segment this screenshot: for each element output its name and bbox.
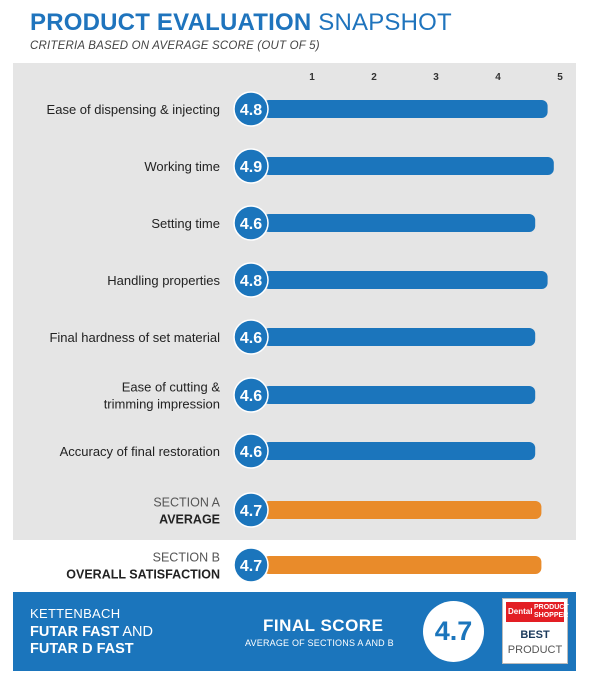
category-label: Final hardness of set material [49, 330, 220, 345]
category-label: Accuracy of final restoration [60, 444, 220, 459]
x-tick-label: 1 [309, 72, 315, 83]
score-circle [233, 262, 269, 298]
page-subtitle: CRITERIA BASED ON AVERAGE SCORE (OUT OF … [30, 40, 320, 52]
category-label: SECTION A [153, 496, 220, 510]
bar [263, 214, 536, 232]
footer-bar: KETTENBACH FUTAR FAST AND FUTAR D FAST F… [13, 592, 576, 671]
page-title: PRODUCT EVALUATION SNAPSHOT [30, 8, 452, 38]
chart-row: 4.6 Final hardness of set material [49, 319, 536, 355]
score-circle [233, 433, 269, 469]
score-label: 4.6 [240, 330, 262, 347]
chart-row: 4.6 Ease of cutting & trimming impression [104, 377, 536, 413]
header: PRODUCT EVALUATION SNAPSHOT CRITERIA BAS… [30, 8, 452, 52]
x-tick-label: 4 [495, 72, 501, 83]
bar [263, 100, 548, 118]
bar [263, 556, 542, 574]
title-bold: PRODUCT EVALUATION [30, 9, 312, 36]
category-label: Setting time [151, 216, 220, 231]
final-score-label: FINAL SCORE [263, 616, 384, 635]
bar [263, 271, 548, 289]
score-label: 4.9 [240, 159, 262, 176]
badge-logo-right-1: PRODUCT [534, 604, 569, 611]
badge-logo-right-2: SHOPPER [534, 612, 569, 619]
category-label: trimming impression [104, 397, 220, 412]
chart-row: 4.6 Setting time [151, 205, 536, 241]
bar [263, 328, 536, 346]
category-label: Ease of cutting & [122, 380, 221, 395]
category-label: OVERALL SATISFACTION [66, 568, 220, 582]
score-circle [233, 148, 269, 184]
score-label: 4.7 [240, 558, 262, 575]
score-circle [233, 205, 269, 241]
score-circle [233, 319, 269, 355]
score-label: 4.7 [240, 503, 262, 520]
category-label: AVERAGE [159, 513, 220, 527]
category-label: SECTION B [153, 551, 220, 565]
bar [263, 157, 554, 175]
bar [263, 386, 536, 404]
category-label: Ease of dispensing & injecting [47, 102, 220, 117]
chart-row: 4.7 SECTION B OVERALL SATISFACTION [66, 547, 542, 583]
badge-best: BEST [520, 629, 550, 641]
final-score-subtitle: AVERAGE OF SECTIONS A AND B [245, 638, 394, 648]
score-circle [233, 91, 269, 127]
chart-row: 4.8 Ease of dispensing & injecting [47, 91, 548, 127]
chart-row: 4.8 Handling properties [107, 262, 548, 298]
bar [263, 501, 542, 519]
chart-row: 4.9 Working time [144, 148, 554, 184]
title-light: SNAPSHOT [318, 9, 452, 36]
score-circle [233, 547, 269, 583]
x-tick-label: 2 [371, 72, 377, 83]
badge-logo-right: PRODUCT SHOPPER [534, 604, 569, 620]
product-line1-bold: FUTAR FAST [30, 624, 120, 640]
score-circle [233, 492, 269, 528]
score-label: 4.6 [240, 388, 262, 405]
chart-row: 4.7 SECTION A AVERAGE [153, 492, 542, 528]
x-axis-ticks: 1 2 3 4 5 [309, 72, 563, 83]
badge-logo: Dental PRODUCT SHOPPER [506, 602, 569, 622]
x-tick-label: 5 [557, 72, 563, 83]
score-label: 4.8 [240, 273, 262, 290]
best-product-badge: Dental PRODUCT SHOPPER BEST PRODUCT [502, 598, 569, 664]
score-label: 4.6 [240, 216, 262, 233]
category-label: Working time [144, 159, 220, 174]
product-line1-light: AND [122, 624, 153, 640]
chart-rows: 4.8 Ease of dispensing & injecting 4.9 Work… [47, 91, 554, 583]
badge-logo-left: Dental [508, 607, 533, 616]
score-circle [233, 377, 269, 413]
score-label: 4.6 [240, 444, 262, 461]
badge-product: PRODUCT [507, 644, 563, 656]
score-label: 4.8 [240, 102, 262, 119]
criteria-panel [13, 63, 576, 540]
bar [263, 442, 536, 460]
chart-row: 4.6 Accuracy of final restoration [60, 433, 536, 469]
brand-name: KETTENBACH [30, 606, 121, 621]
final-score-value: 4.7 [423, 601, 484, 662]
product-line2: FUTAR D FAST [30, 641, 134, 657]
product-name: FUTAR FAST AND FUTAR D FAST [30, 624, 153, 658]
category-label: Handling properties [107, 273, 220, 288]
x-tick-label: 3 [433, 72, 439, 83]
